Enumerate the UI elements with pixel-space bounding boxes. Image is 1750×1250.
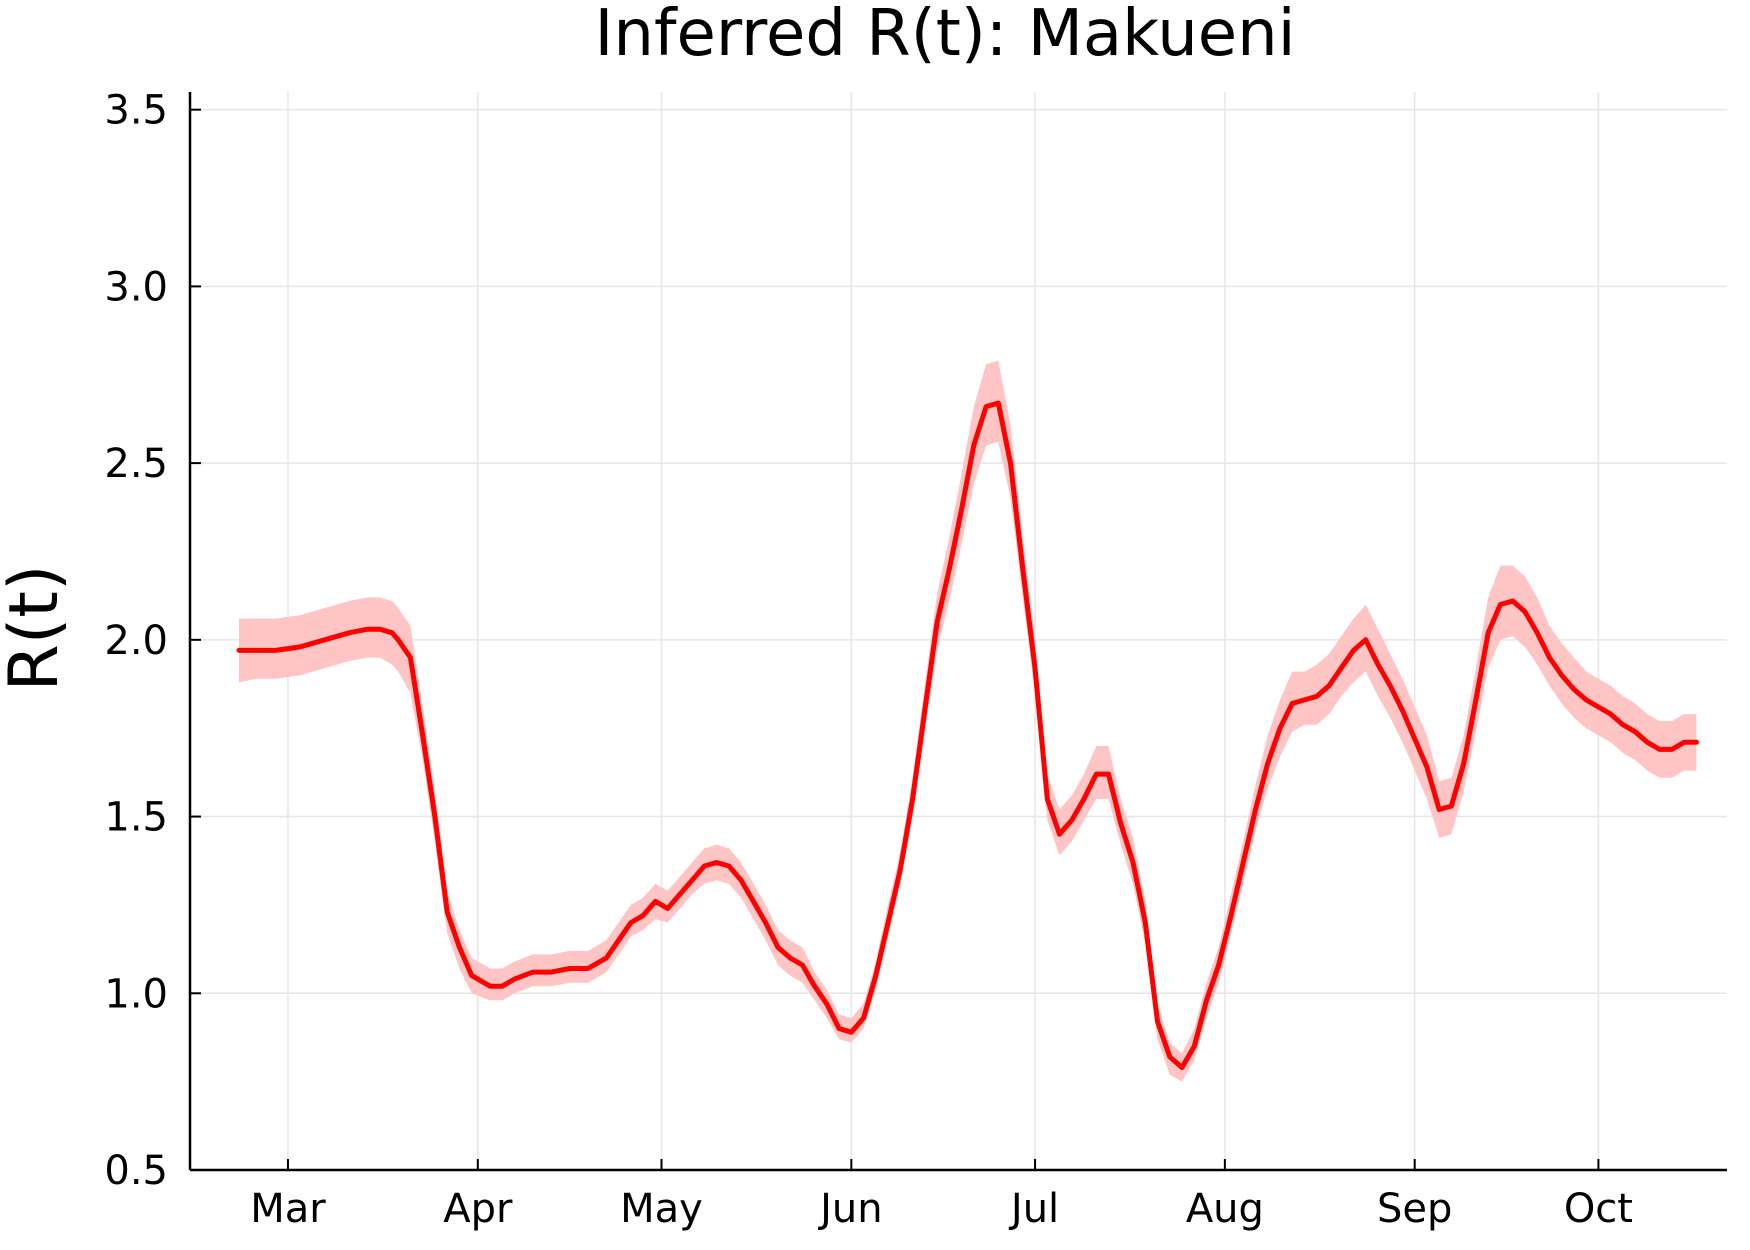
y-tick-label: 1.5: [104, 795, 168, 841]
rt-series-line: [236, 400, 1699, 1070]
series-line-group: [236, 400, 1699, 1070]
y-tick-label: 2.5: [104, 441, 168, 487]
y-tick-label: 1.0: [104, 971, 168, 1017]
y-tick-label: 2.0: [104, 618, 168, 664]
y-tick-label: 0.5: [104, 1148, 168, 1194]
x-tick-label: Oct: [1564, 1186, 1633, 1232]
x-tick-label: Jul: [1008, 1186, 1059, 1232]
x-tick-label: May: [620, 1186, 703, 1232]
y-axis-title: R(t): [0, 565, 74, 692]
grid: [190, 92, 1727, 1171]
y-tick-label: 3.5: [104, 88, 168, 134]
x-tick-label: Mar: [250, 1186, 326, 1232]
x-tick-label: Aug: [1186, 1186, 1264, 1232]
y-tick-label: 3.0: [104, 264, 168, 310]
ticks: 0.5 1.0 1.5 2.0 2.5 3.0 3.5 Mar Apr May Jun Jul Aug S…: [104, 88, 1633, 1232]
x-tick-label: Apr: [443, 1186, 513, 1232]
x-tick-label: Jun: [817, 1186, 883, 1232]
x-tick-label: Sep: [1377, 1186, 1452, 1232]
chart-title: Inferred R(t): Makueni: [595, 0, 1296, 71]
axes: [188, 92, 1727, 1172]
